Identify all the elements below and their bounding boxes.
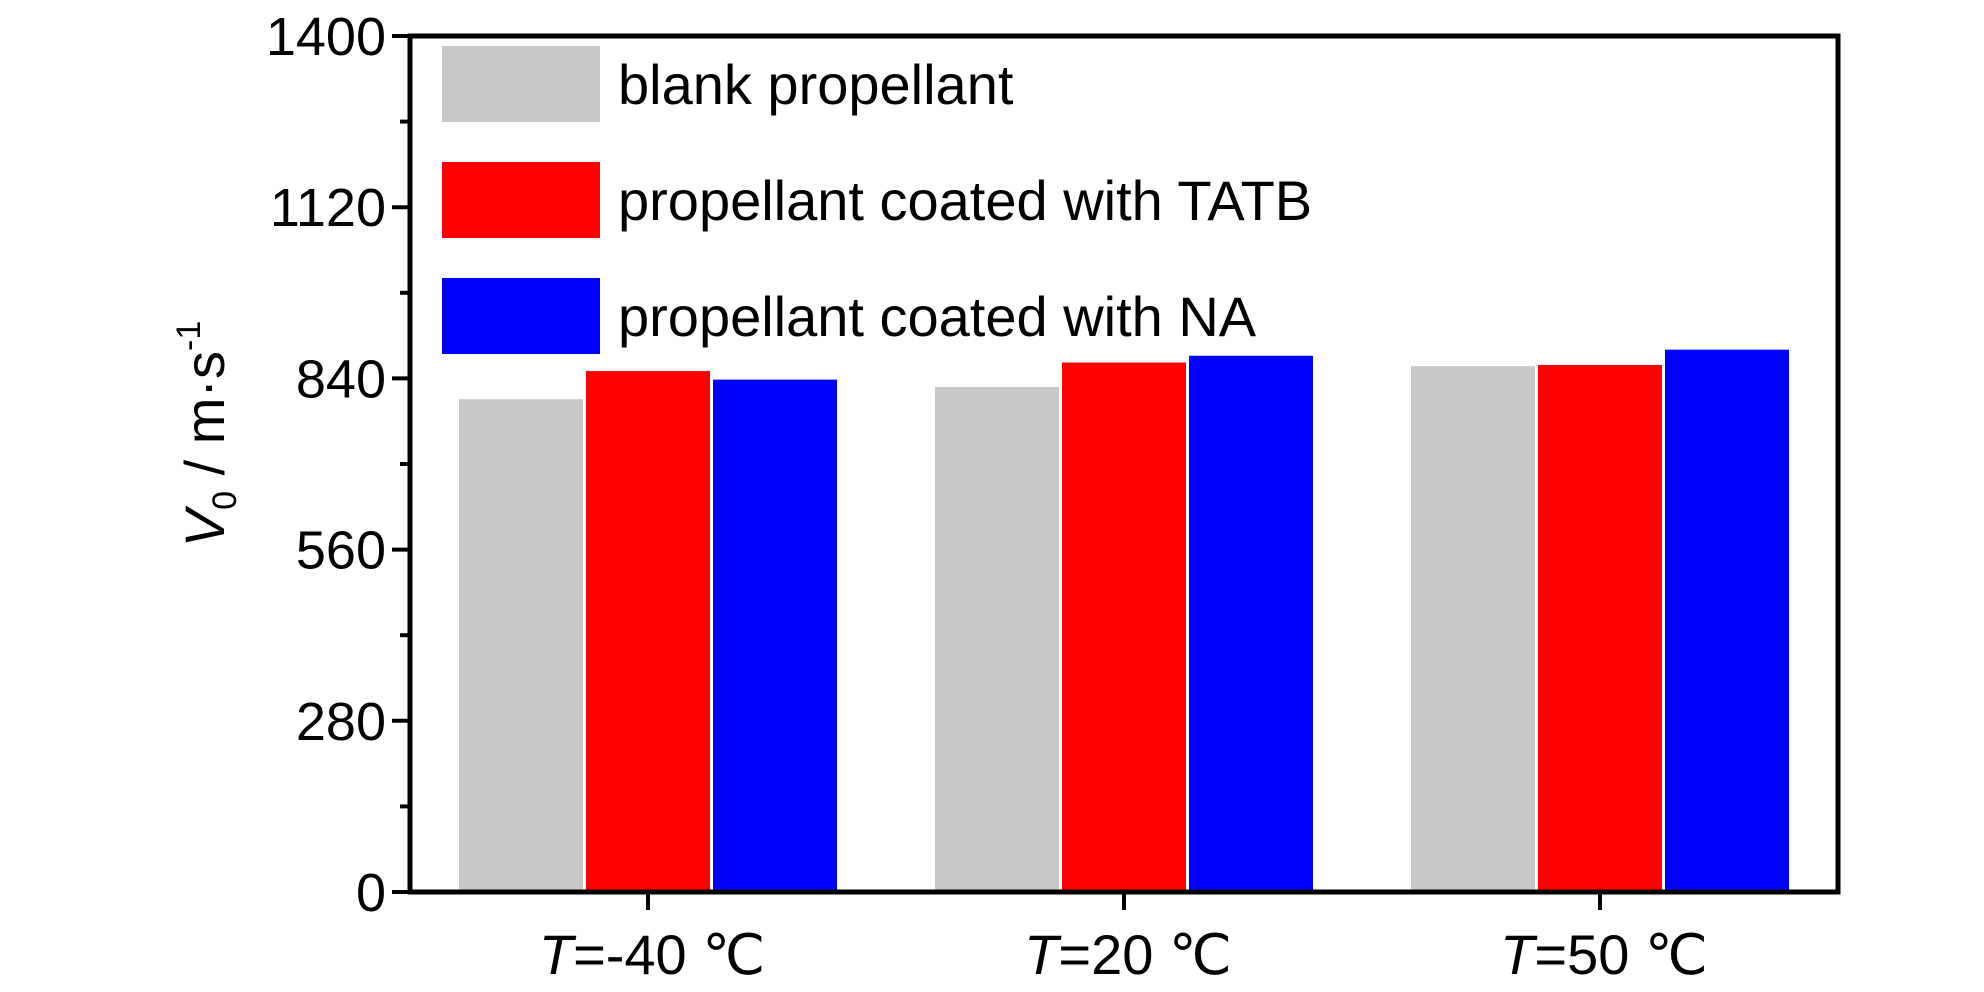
y-tick-label: 840 [296,349,386,409]
y-tick-label: 1120 [270,178,386,238]
bar-series-1-category-1 [1062,362,1186,892]
y-tick-label: 1400 [266,7,386,67]
y-axis-title: V0 / m·s-1 [170,321,244,548]
legend-label-0: blank propellant [618,53,1014,116]
y-tick-label: 280 [296,692,386,752]
legend-swatch-2 [442,278,600,354]
legend-label-1: propellant coated with TATB [618,169,1312,232]
x-tick-label: T=50 ℃ [1500,923,1708,986]
legend: blank propellant propellant coated with T… [442,46,1312,354]
y-tick-label: 560 [296,521,386,581]
legend-swatch-0 [442,46,600,122]
bar-series-0-category-0 [459,399,583,892]
bar-series-2-category-2 [1665,349,1789,893]
x-tick-label: T=-40 ℃ [539,923,765,986]
bar-series-2-category-0 [713,379,837,892]
bar-series-2-category-1 [1189,355,1313,893]
legend-label-2: propellant coated with NA [618,285,1257,348]
bar-series-0-category-1 [935,386,1059,892]
bar-series-1-category-2 [1538,364,1662,892]
x-tick-label: T=20 ℃ [1024,923,1232,986]
axes: 0 280 560 840 1120 1400 T=-40 ℃ T=20 ℃ T=50 ℃ V0 … [170,7,1841,986]
y-tick-label: 0 [356,863,386,923]
bars [459,349,1789,893]
bar-series-1-category-0 [586,371,710,892]
legend-swatch-1 [442,162,600,238]
bar-series-0-category-2 [1411,366,1535,893]
